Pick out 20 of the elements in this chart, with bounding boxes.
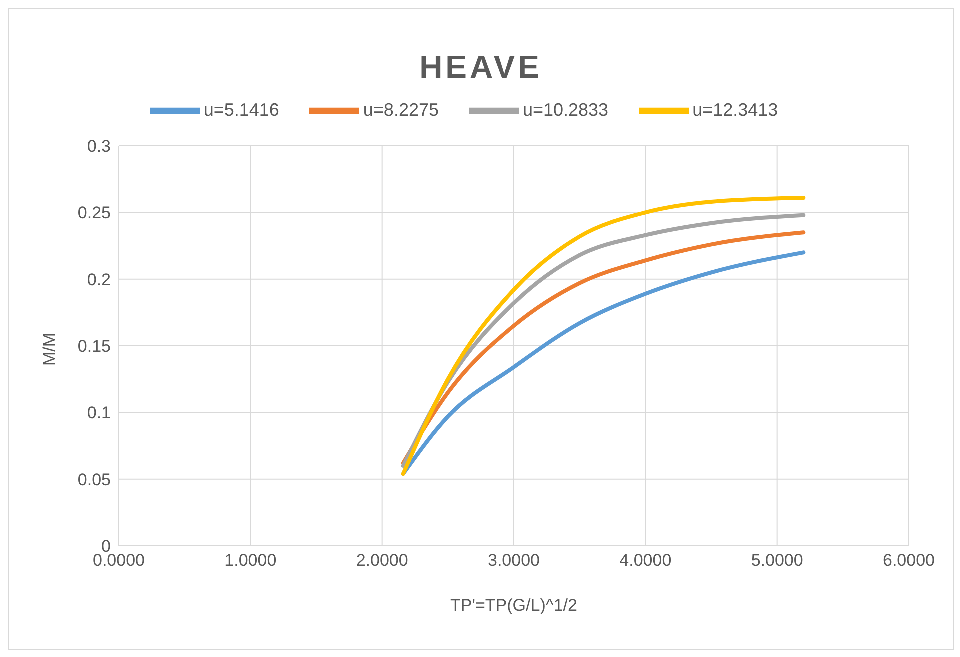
x-tick-label: 3.0000 (488, 551, 540, 570)
chart-title: HEAVE (418, 49, 544, 86)
x-tick-label: 4.0000 (620, 551, 672, 570)
y-tick-label: 0.1 (87, 404, 111, 423)
x-tick-label: 5.0000 (751, 551, 804, 570)
x-tick-label: 1.0000 (224, 551, 277, 570)
y-axis-title: M/M (40, 332, 60, 366)
legend-label: u=8.2275 (363, 100, 439, 120)
y-tick-label: 0.15 (78, 337, 111, 356)
y-tick-label: 0.25 (78, 204, 111, 223)
x-tick-label: 2.0000 (356, 551, 408, 570)
y-tick-label: 0.3 (87, 137, 111, 156)
legend-label: u=12.3413 (692, 100, 778, 120)
x-axis-title: TP'=TP(G/L)^1/2 (450, 596, 578, 615)
x-tick-label: 0.0000 (93, 551, 145, 570)
y-tick-label: 0.05 (78, 470, 111, 490)
y-tick-label: 0.2 (87, 270, 111, 290)
legend-label: u=10.2833 (522, 100, 609, 120)
x-tick-label: 6.0000 (883, 551, 935, 570)
legend-label: u=5.1416 (204, 100, 280, 120)
